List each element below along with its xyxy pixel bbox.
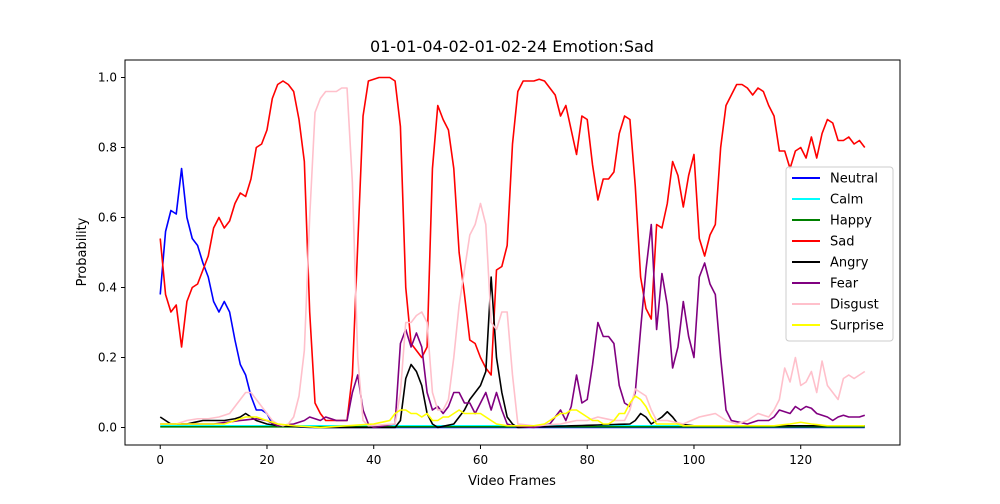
series-line-sad	[159, 76, 866, 422]
series-line-neutral	[159, 167, 865, 429]
series-layer	[159, 76, 866, 429]
series-line-surprise	[160, 395, 865, 429]
chart-title: 01-01-04-02-01-02-24 Emotion:Sad	[370, 37, 654, 56]
legend: Neutral Calm Happy Sad Angry Fear Disgust Surpr…	[785, 166, 894, 342]
y-tick-label: 1.0	[98, 71, 117, 85]
y-tick-label: 0.8	[98, 141, 117, 155]
x-tick-label: 80	[580, 453, 595, 467]
x-axis-ticks: 0 20 40 60 80 100 120	[156, 445, 812, 467]
legend-label-neutral: Neutral	[830, 172, 878, 187]
plot-frame	[124, 59, 901, 446]
y-tick-label: 0.2	[98, 351, 117, 365]
x-tick-label: 20	[259, 453, 274, 467]
legend-label-happy: Happy	[830, 214, 872, 229]
y-axis-label: Probability	[75, 217, 90, 286]
x-tick-label: 40	[366, 453, 381, 467]
legend-label-sad: Sad	[830, 235, 854, 250]
x-axis-label: Video Frames	[468, 474, 556, 489]
legend-label-angry: Angry	[830, 256, 869, 271]
x-tick-label: 0	[156, 453, 164, 467]
y-tick-label: 0.4	[98, 281, 117, 295]
y-axis-ticks: 0.0 0.2 0.4 0.6 0.8 1.0	[98, 71, 125, 435]
series-line-angry	[159, 276, 865, 429]
series-line-fear	[160, 223, 866, 429]
y-tick-label: 0.6	[98, 211, 117, 225]
y-tick-label: 0.0	[98, 421, 117, 435]
x-tick-label: 120	[789, 453, 812, 467]
x-tick-label: 100	[683, 453, 706, 467]
legend-label-calm: Calm	[830, 193, 863, 208]
legend-label-fear: Fear	[830, 277, 859, 292]
x-tick-label: 60	[473, 453, 488, 467]
legend-box	[785, 166, 894, 342]
legend-label-surprise: Surprise	[830, 319, 884, 334]
legend-label-disgust: Disgust	[830, 298, 879, 313]
